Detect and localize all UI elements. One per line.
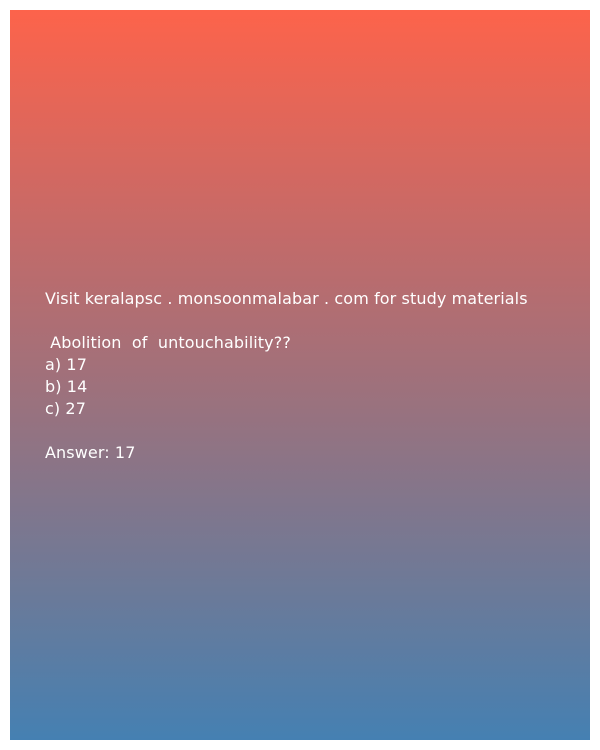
- spacer: [45, 420, 585, 442]
- quiz-content: Visit keralapsc . monsoonmalabar . com f…: [45, 288, 585, 464]
- option-c: c) 27: [45, 399, 86, 418]
- question-text: Abolition of untouchability??: [45, 333, 291, 352]
- option-a: a) 17: [45, 355, 87, 374]
- option-b: b) 14: [45, 377, 88, 396]
- spacer: [45, 310, 585, 332]
- quiz-card: Visit keralapsc . monsoonmalabar . com f…: [10, 10, 590, 740]
- promo-text: Visit keralapsc . monsoonmalabar . com f…: [45, 289, 528, 308]
- answer-text: Answer: 17: [45, 443, 136, 462]
